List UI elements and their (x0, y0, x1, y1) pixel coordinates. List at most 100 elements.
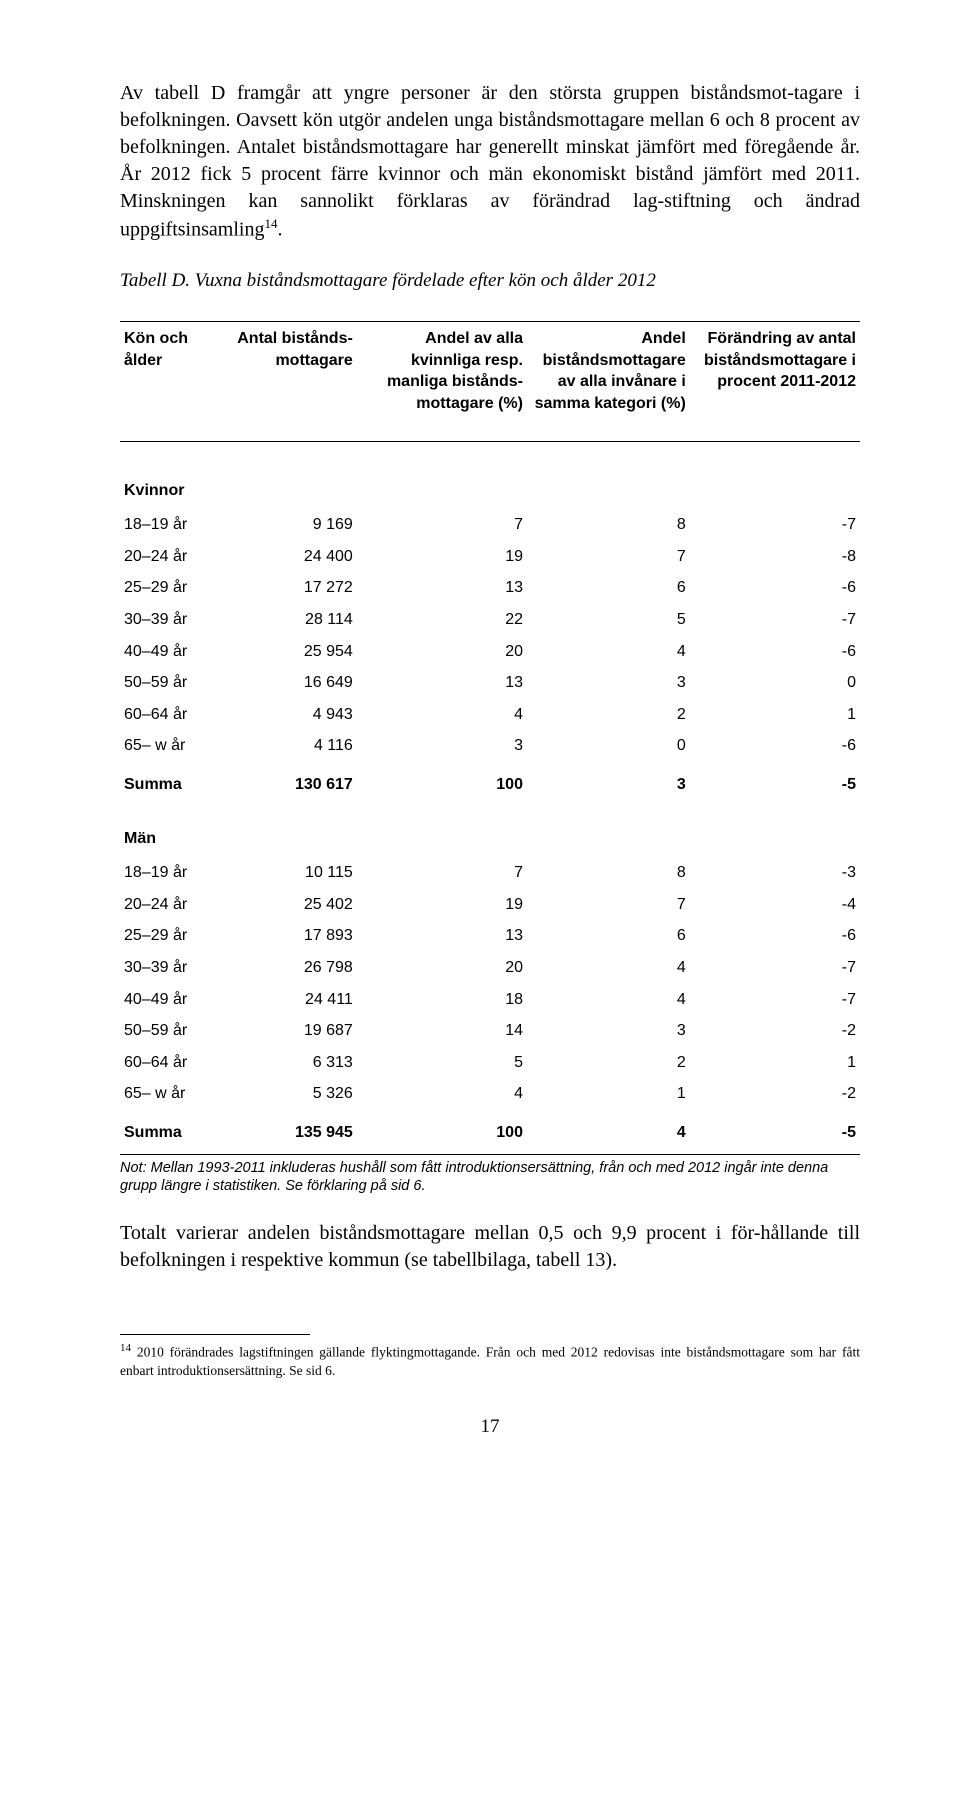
intro-paragraph: Av tabell D framgår att yngre personer ä… (120, 80, 860, 244)
table-cell: 7 (527, 541, 690, 573)
table-row: 50–59 år19 687143-2 (120, 1015, 860, 1047)
table-row: 30–39 år28 114225-7 (120, 604, 860, 636)
table-cell: -8 (690, 541, 860, 573)
table-summary-row: Summa130 6171003-5 (120, 762, 860, 806)
table-cell: 5 (357, 1047, 527, 1079)
table-cell: 19 (357, 889, 527, 921)
table-cell: 30–39 år (120, 604, 231, 636)
table-cell: -4 (690, 889, 860, 921)
table-cell: 3 (357, 730, 527, 762)
table-cell: 24 400 (231, 541, 357, 573)
table-cell: 50–59 år (120, 667, 231, 699)
table-cell: 13 (357, 572, 527, 604)
table-cell: 4 (357, 1078, 527, 1110)
table-cell: 100 (357, 1110, 527, 1154)
table-cell: 8 (527, 509, 690, 541)
table-row: 50–59 år16 6491330 (120, 667, 860, 699)
table-cell: 50–59 år (120, 1015, 231, 1047)
table-cell: -2 (690, 1078, 860, 1110)
table-cell: 26 798 (231, 952, 357, 984)
header-forandring: Förändring av antal biståndsmottagare i … (690, 322, 860, 441)
table-note: Not: Mellan 1993-2011 inkluderas hushåll… (120, 1159, 860, 1197)
table-cell: 4 116 (231, 730, 357, 762)
table-row: 20–24 år24 400197-8 (120, 541, 860, 573)
footnote: 14 2010 förändrades lagstiftningen gälla… (120, 1341, 860, 1380)
table-row: 30–39 år26 798204-7 (120, 952, 860, 984)
table-cell: 40–49 år (120, 636, 231, 668)
table-row: 25–29 år17 272136-6 (120, 572, 860, 604)
table-cell: 13 (357, 667, 527, 699)
table-cell: -7 (690, 604, 860, 636)
table-cell: 25–29 år (120, 920, 231, 952)
table-cell: 7 (357, 509, 527, 541)
table-cell: 17 272 (231, 572, 357, 604)
table-cell: Summa (120, 762, 231, 806)
table-cell: -7 (690, 984, 860, 1016)
table-cell: 65– w år (120, 730, 231, 762)
table-cell: 10 115 (231, 857, 357, 889)
table-cell: -6 (690, 572, 860, 604)
para1-text-a: Av tabell D framgår att yngre personer ä… (120, 82, 860, 241)
table-cell: -7 (690, 509, 860, 541)
table-cell: 16 649 (231, 667, 357, 699)
table-cell: 19 687 (231, 1015, 357, 1047)
table-cell: 60–64 år (120, 699, 231, 731)
table-row: 40–49 år24 411184-7 (120, 984, 860, 1016)
table-cell: 17 893 (231, 920, 357, 952)
table-row: 20–24 år25 402197-4 (120, 889, 860, 921)
table-section-label: Män (120, 806, 860, 858)
table-cell: 4 (527, 636, 690, 668)
table-cell: -6 (690, 636, 860, 668)
table-summary-row: Summa135 9451004-5 (120, 1110, 860, 1154)
para1-text-b: . (277, 219, 282, 241)
header-andel-invanare: Andel biståndsmottagare av alla invånare… (527, 322, 690, 441)
table-cell: 20–24 år (120, 541, 231, 573)
table-cell: 3 (527, 762, 690, 806)
table-cell: 0 (527, 730, 690, 762)
table-cell: 25 954 (231, 636, 357, 668)
table-row: 18–19 år9 16978-7 (120, 509, 860, 541)
table-row: 65– w år5 32641-2 (120, 1078, 860, 1110)
table-section-label: Kvinnor (120, 441, 860, 509)
table-cell: 20 (357, 636, 527, 668)
table-cell: 18 (357, 984, 527, 1016)
table-cell: 4 (527, 1110, 690, 1154)
table-cell: 5 326 (231, 1078, 357, 1110)
table-title: Tabell D. Vuxna biståndsmottagare fördel… (120, 268, 860, 294)
table-cell: 1 (690, 699, 860, 731)
data-table: Kön och ålder Antal bistånds-mottagare A… (120, 321, 860, 1154)
table-cell: -3 (690, 857, 860, 889)
table-cell: 40–49 år (120, 984, 231, 1016)
table-cell: -6 (690, 730, 860, 762)
table-cell: 25–29 år (120, 572, 231, 604)
table-cell: 19 (357, 541, 527, 573)
table-cell: Summa (120, 1110, 231, 1154)
table-cell: 6 (527, 572, 690, 604)
table-cell: 4 (357, 699, 527, 731)
table-row: 25–29 år17 893136-6 (120, 920, 860, 952)
table-cell: 1 (690, 1047, 860, 1079)
table-body: Kvinnor18–19 år9 16978-720–24 år24 40019… (120, 441, 860, 1154)
table-cell: 22 (357, 604, 527, 636)
section-label-cell: Män (120, 806, 860, 858)
table-cell: -7 (690, 952, 860, 984)
footnote-number: 14 (120, 1342, 131, 1354)
page-number: 17 (120, 1414, 860, 1440)
table-cell: 2 (527, 699, 690, 731)
table-cell: 28 114 (231, 604, 357, 636)
table-cell: 8 (527, 857, 690, 889)
table-cell: -6 (690, 920, 860, 952)
table-cell: 7 (527, 889, 690, 921)
section-label-cell: Kvinnor (120, 441, 860, 509)
table-row: 60–64 år6 313521 (120, 1047, 860, 1079)
table-cell: 130 617 (231, 762, 357, 806)
table-cell: 0 (690, 667, 860, 699)
table-cell: 1 (527, 1078, 690, 1110)
table-cell: 25 402 (231, 889, 357, 921)
table-cell: 135 945 (231, 1110, 357, 1154)
table-cell: 18–19 år (120, 857, 231, 889)
table-row: 60–64 år4 943421 (120, 699, 860, 731)
table-cell: 14 (357, 1015, 527, 1047)
table-cell: 3 (527, 667, 690, 699)
header-andel-kon: Andel av alla kvinnliga resp. manliga bi… (357, 322, 527, 441)
